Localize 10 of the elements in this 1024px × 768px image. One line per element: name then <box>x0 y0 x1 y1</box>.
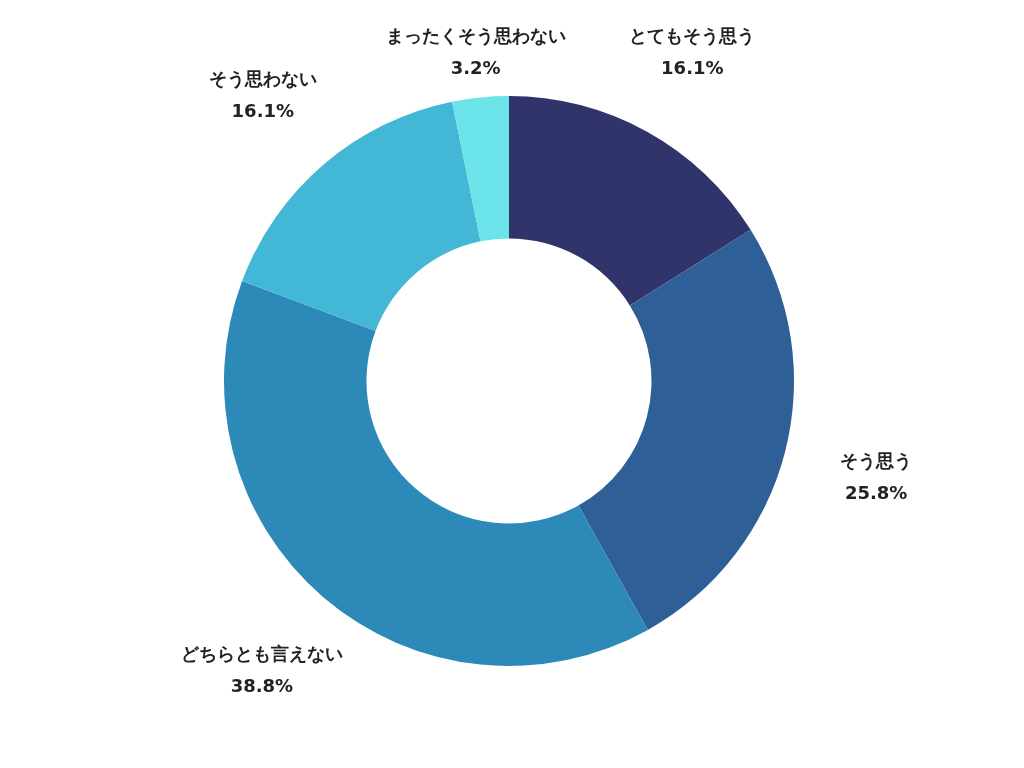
slice-label: とてもそう思う <box>629 25 756 46</box>
slice-label: そう思う <box>840 450 913 472</box>
data-label: 3.2% <box>450 57 501 78</box>
data-label: 25.8% <box>844 482 908 504</box>
slice-label: そう思わない <box>208 67 317 89</box>
slice-label: まったくそう思わない <box>385 25 566 46</box>
data-label: 16.1% <box>231 99 295 121</box>
slice-label: どちらとも言えない <box>180 643 343 665</box>
data-label: 16.1% <box>661 57 724 78</box>
data-label: 38.8% <box>230 675 294 697</box>
